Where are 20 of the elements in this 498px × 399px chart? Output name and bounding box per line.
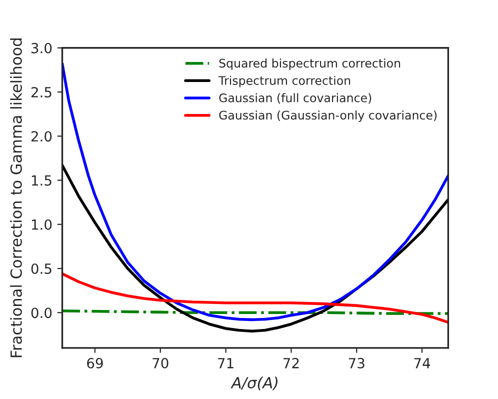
x-tick-label: 71: [218, 358, 234, 368]
y-tick-label: 0.0: [31, 308, 52, 318]
legend-label: Gaussian (Gaussian-only covariance): [219, 110, 437, 122]
y-tick-label: 3.0: [32, 42, 52, 54]
y-tick-label: 1.5: [32, 175, 52, 186]
x-tick-label: 69: [87, 358, 103, 368]
x-tick-label: 73: [348, 358, 364, 368]
y-tick-label: 1.0: [32, 219, 52, 230]
x-tick-label: 72: [284, 358, 299, 368]
line-series: [62, 272, 448, 324]
x-axis-title: A/σ(A): [230, 376, 278, 390]
y-tick-label: 2.5: [31, 86, 52, 98]
x-tick-label: 74: [414, 358, 430, 368]
legend-label: Trispectrum correction: [218, 76, 350, 88]
y-tick-label: 2.0: [31, 131, 52, 142]
x-tick-label: 70: [152, 358, 168, 368]
y-tick-label: 0.5: [31, 263, 52, 274]
y-axis-title: Fractional Correction to Gamma likelihood: [10, 38, 22, 358]
legend-label: Gaussian (full covariance): [219, 93, 372, 104]
legend-label: Squared bispectrum correction: [219, 58, 400, 70]
